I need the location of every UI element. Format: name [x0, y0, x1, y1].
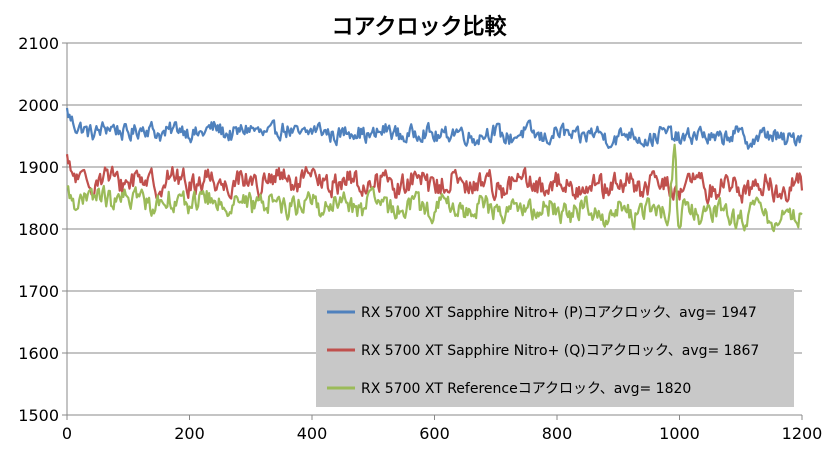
y-tick-label: 1800 — [18, 220, 59, 239]
legend-label: RX 5700 XT Sapphire Nitro+ (P)コアクロック、avg… — [361, 305, 757, 321]
x-tick-label: 200 — [174, 424, 205, 443]
x-tick-label: 600 — [419, 424, 450, 443]
y-axis-ticks: 1500 1600 1700 1800 1900 2000 2100 — [18, 34, 67, 425]
legend-label: RX 5700 XT Referenceコアクロック、avg= 1820 — [361, 381, 691, 397]
legend: RX 5700 XT Sapphire Nitro+ (P)コアクロック、avg… — [316, 289, 794, 407]
x-tick-label: 1200 — [782, 424, 823, 443]
series-line-2 — [65, 154, 804, 205]
y-tick-label: 1900 — [18, 158, 59, 177]
x-tick-label: 1000 — [659, 424, 700, 443]
x-axis-ticks: 0 200 400 600 800 1000 1200 — [62, 415, 822, 443]
series-lines — [65, 107, 804, 233]
x-tick-label: 800 — [542, 424, 573, 443]
legend-box — [316, 289, 794, 407]
y-tick-label: 1700 — [18, 282, 59, 301]
y-tick-label: 1600 — [18, 344, 59, 363]
x-tick-label: 400 — [297, 424, 328, 443]
chart-title: コアクロック比較 — [332, 14, 508, 40]
y-tick-label: 1500 — [18, 406, 59, 425]
series-line-3 — [66, 143, 803, 233]
series-line-1 — [65, 107, 803, 150]
x-tick-label: 0 — [62, 424, 72, 443]
y-tick-label: 2000 — [18, 96, 59, 115]
y-tick-label: 2100 — [18, 34, 59, 53]
legend-label: RX 5700 XT Sapphire Nitro+ (Q)コアクロック、avg… — [361, 343, 759, 359]
